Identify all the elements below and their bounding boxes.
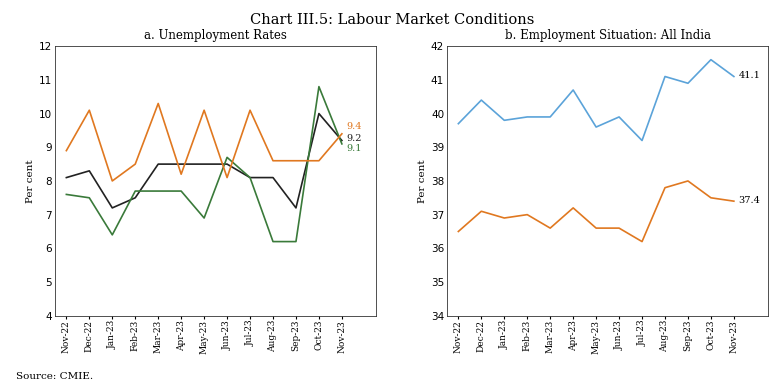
Text: Source: CMIE.: Source: CMIE. bbox=[16, 372, 93, 381]
Text: 9.1: 9.1 bbox=[347, 144, 362, 153]
Text: 9.2: 9.2 bbox=[347, 134, 362, 142]
Text: 41.1: 41.1 bbox=[739, 71, 760, 80]
Y-axis label: Per cent: Per cent bbox=[26, 159, 34, 203]
Text: 9.4: 9.4 bbox=[347, 122, 362, 131]
Text: Chart III.5: Labour Market Conditions: Chart III.5: Labour Market Conditions bbox=[250, 13, 534, 27]
Y-axis label: Per cent: Per cent bbox=[418, 159, 426, 203]
Text: 37.4: 37.4 bbox=[739, 196, 760, 205]
Title: b. Employment Situation: All India: b. Employment Situation: All India bbox=[505, 29, 710, 42]
Title: a. Unemployment Rates: a. Unemployment Rates bbox=[144, 29, 287, 42]
